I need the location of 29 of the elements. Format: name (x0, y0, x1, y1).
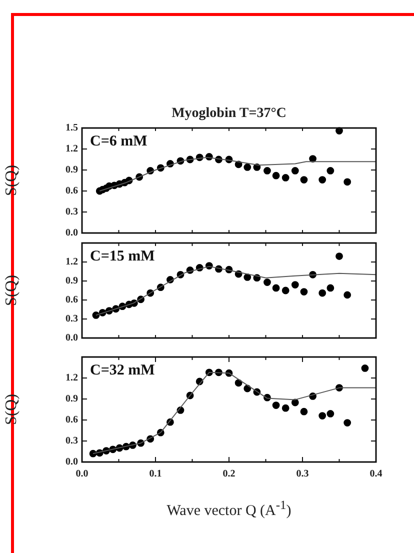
y-tick-label: 0.0 (66, 456, 78, 468)
y-tick-label: 0.3 (66, 206, 78, 218)
x-tick-label: 0.3 (296, 468, 309, 480)
y-tick-label: 0.3 (66, 436, 78, 447)
chart-title: Myoglobin T=37°C (170, 106, 288, 122)
x-tick-label: 0.1 (149, 468, 162, 480)
y-axis-title: S(Q) (2, 394, 20, 426)
annotation: C=6 mM (90, 133, 148, 150)
y-tick-label: 0.0 (66, 228, 78, 239)
y-tick-label: 1.2 (66, 144, 78, 155)
x-tick-label: 0.2 (222, 468, 236, 480)
x-tick-label: 0.4 (370, 468, 382, 480)
y-tick-label: 0.6 (66, 414, 78, 426)
annotation: C=15 mM (90, 248, 155, 264)
y-tick-label: 0.9 (66, 394, 78, 405)
annotation: C=32 mM (90, 362, 155, 378)
y-tick-label: 0.6 (66, 186, 78, 197)
y-tick-label: 0.6 (66, 294, 78, 306)
y-axis-title: S(Q) (2, 274, 20, 306)
y-tick-label: 0.9 (66, 276, 78, 287)
y-tick-label: 0.3 (66, 314, 78, 325)
y-tick-label: 0.9 (66, 164, 78, 176)
y-tick-label: 1.2 (66, 372, 78, 384)
x-axis-title: Wave vector Q (A$^{-1}$) (166, 498, 292, 520)
y-tick-label: 1.2 (66, 256, 78, 268)
x-tick-label: 0.0 (76, 468, 88, 480)
y-tick-label: 0.0 (66, 332, 78, 344)
y-tick-label: 1.5 (66, 122, 78, 134)
y-axis-title: S(Q) (2, 164, 20, 196)
